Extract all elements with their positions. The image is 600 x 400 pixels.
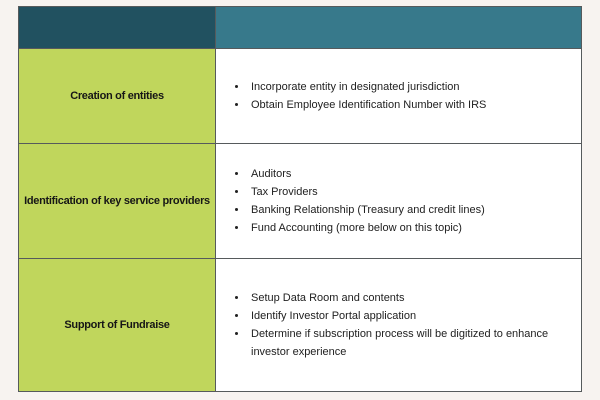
table-row: Support of Fundraise Setup Data Room and… <box>18 258 582 392</box>
header-row <box>18 6 582 49</box>
row-content: AuditorsTax ProvidersBanking Relationshi… <box>215 143 582 259</box>
bullet-item: Obtain Employee Identification Number wi… <box>248 96 563 114</box>
bullet-list: AuditorsTax ProvidersBanking Relationshi… <box>232 165 563 237</box>
bullet-list: Incorporate entity in designated jurisdi… <box>232 78 563 114</box>
bullet-item: Setup Data Room and contents <box>248 289 563 307</box>
row-content: Setup Data Room and contentsIdentify Inv… <box>215 258 582 392</box>
row-label: Creation of entities <box>18 48 216 144</box>
row-label: Support of Fundraise <box>18 258 216 392</box>
header-cell-left <box>18 6 216 49</box>
bullet-item: Tax Providers <box>248 183 563 201</box>
table-row: Creation of entities Incorporate entity … <box>18 48 582 144</box>
service-table: Creation of entities Incorporate entity … <box>18 6 582 392</box>
bullet-item: Banking Relationship (Treasury and credi… <box>248 201 563 219</box>
bullet-item: Determine if subscription process will b… <box>248 325 563 361</box>
header-cell-right <box>215 6 582 49</box>
bullet-item: Incorporate entity in designated jurisdi… <box>248 78 563 96</box>
row-label: Identification of key service providers <box>18 143 216 259</box>
table-row: Identification of key service providers … <box>18 143 582 259</box>
bullet-item: Identify Investor Portal application <box>248 307 563 325</box>
bullet-item: Fund Accounting (more below on this topi… <box>248 219 563 237</box>
table-header <box>18 6 582 49</box>
table-body: Creation of entities Incorporate entity … <box>18 48 582 392</box>
row-content: Incorporate entity in designated jurisdi… <box>215 48 582 144</box>
bullet-list: Setup Data Room and contentsIdentify Inv… <box>232 289 563 361</box>
bullet-item: Auditors <box>248 165 563 183</box>
